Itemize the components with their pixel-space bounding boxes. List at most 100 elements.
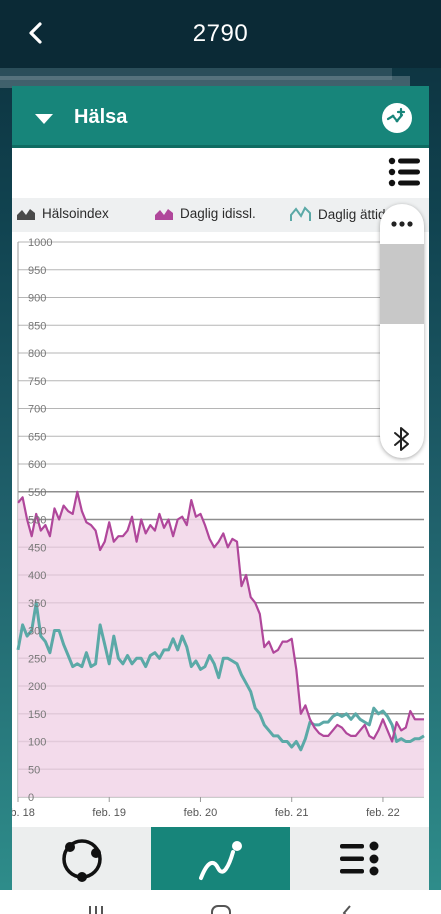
- eating-point: [214, 663, 215, 664]
- tab-list[interactable]: [290, 827, 429, 890]
- legend-label: Hälsoindex: [42, 206, 109, 221]
- eating-point: [273, 735, 274, 736]
- eating-point: [259, 713, 260, 714]
- y-tick-label: 200: [28, 681, 46, 693]
- bluetooth-button[interactable]: [390, 426, 414, 457]
- rumination-point: [401, 730, 402, 731]
- eating-point: [49, 652, 50, 653]
- rumination-point: [86, 522, 87, 523]
- rumination-point: [282, 641, 283, 642]
- x-tick-label: feb. 18: [12, 807, 35, 819]
- rumination-point: [328, 735, 329, 736]
- legend-item-eating[interactable]: Daglig ättid: [290, 206, 386, 222]
- eating-point: [396, 741, 397, 742]
- line-series-icon: [290, 206, 311, 221]
- panel-slider[interactable]: [380, 244, 424, 324]
- rumination-point: [159, 513, 160, 514]
- eating-point: [360, 719, 361, 720]
- eating-point: [373, 708, 374, 709]
- eating-point: [410, 741, 411, 742]
- caret-down-icon[interactable]: [34, 113, 54, 125]
- rumination-point: [127, 530, 128, 531]
- rumination-point: [200, 513, 201, 514]
- recent-apps-icon[interactable]: [86, 904, 106, 914]
- eating-point: [63, 644, 64, 645]
- tab-trend[interactable]: [151, 827, 290, 890]
- back-nav-icon[interactable]: [338, 904, 354, 914]
- eating-point: [127, 655, 128, 656]
- rumination-area: [18, 491, 424, 797]
- y-tick-label: 400: [28, 570, 46, 582]
- eating-point: [145, 666, 146, 667]
- eating-point: [405, 741, 406, 742]
- rumination-point: [387, 730, 388, 731]
- area-series-icon: [17, 208, 35, 220]
- add-chart-button[interactable]: [382, 103, 412, 133]
- rumination-point: [391, 741, 392, 742]
- rumination-point: [236, 541, 237, 542]
- eating-point: [81, 666, 82, 667]
- card-title: Hälsa: [74, 106, 128, 128]
- rumination-point: [186, 524, 187, 525]
- eating-series-line[interactable]: [16, 601, 425, 752]
- rumination-point: [214, 547, 215, 548]
- rumination-point: [168, 519, 169, 520]
- rumination-point: [163, 527, 164, 528]
- rumination-point: [154, 530, 155, 531]
- rumination-point: [250, 597, 251, 598]
- eating-point: [332, 716, 333, 717]
- back-button[interactable]: [20, 16, 50, 50]
- rumination-point: [145, 533, 146, 534]
- rumination-point: [49, 536, 50, 537]
- rumination-point: [410, 710, 411, 711]
- eating-point: [204, 666, 205, 667]
- eating-point: [104, 644, 105, 645]
- eating-point: [401, 738, 402, 739]
- eating-point: [391, 724, 392, 725]
- legend-item-health-index[interactable]: Hälsoindex: [16, 206, 109, 221]
- rumination-point: [109, 522, 110, 523]
- rumination-point: [150, 524, 151, 525]
- rumination-series-line[interactable]: [17, 490, 424, 743]
- rumination-point: [323, 735, 324, 736]
- eating-point: [136, 658, 137, 659]
- rumination-point: [277, 649, 278, 650]
- eating-point: [268, 730, 269, 731]
- eating-point: [250, 691, 251, 692]
- more-options-button[interactable]: [380, 204, 424, 244]
- rumination-point: [100, 549, 101, 550]
- eating-point: [182, 635, 183, 636]
- eating-point: [300, 749, 301, 750]
- chart-svg[interactable]: 0 50 100 150 200 250 300 350 400 450 500 550 600 650 7…: [12, 232, 429, 824]
- legend-label: Daglig idissl.: [180, 206, 256, 221]
- y-tick-label: 1000: [28, 237, 52, 249]
- chart-menu-button[interactable]: [386, 154, 422, 190]
- rumination-point: [314, 727, 315, 728]
- health-chart[interactable]: 0 50 100 150 200 250 300 350 400 450 500 550 600 650 7…: [12, 232, 429, 824]
- more-dots-icon: [391, 221, 413, 227]
- eating-point: [305, 738, 306, 739]
- eating-point: [86, 652, 87, 653]
- rumination-point: [227, 547, 228, 548]
- home-icon[interactable]: [210, 904, 232, 914]
- rumination-point: [378, 730, 379, 731]
- rumination-point: [232, 538, 233, 539]
- eating-point: [291, 746, 292, 747]
- cycle-icon: [61, 838, 102, 882]
- rumination-point: [255, 602, 256, 603]
- eating-point: [337, 713, 338, 714]
- eating-point: [264, 724, 265, 725]
- eating-point: [355, 713, 356, 714]
- rumination-point: [218, 541, 219, 542]
- legend-item-rumination[interactable]: Daglig idissl.: [154, 206, 256, 221]
- y-tick-label: 0: [28, 792, 34, 804]
- rumination-point: [355, 735, 356, 736]
- eating-point: [191, 666, 192, 667]
- eating-point: [22, 624, 23, 625]
- eating-point: [282, 741, 283, 742]
- rumination-point: [364, 724, 365, 725]
- stacked-card-edge: [0, 68, 392, 80]
- rumination-point: [95, 530, 96, 531]
- tab-cycle[interactable]: [12, 827, 151, 890]
- card-header: Hälsa: [12, 86, 429, 148]
